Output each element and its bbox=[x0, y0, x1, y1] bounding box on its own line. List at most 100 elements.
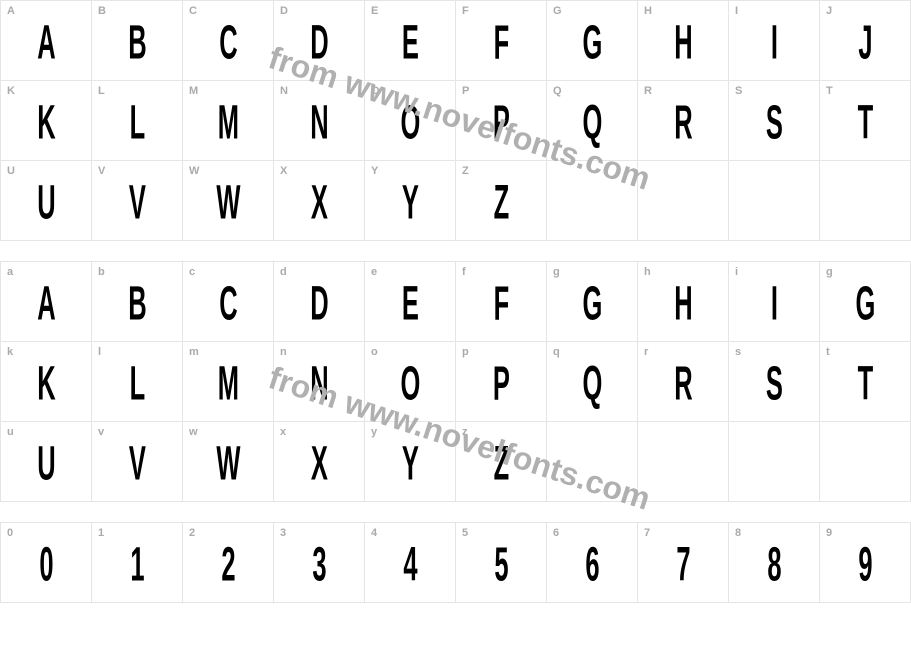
glyph-label: R bbox=[644, 85, 652, 97]
glyph-label: 7 bbox=[644, 527, 650, 539]
glyph-label: A bbox=[7, 5, 15, 17]
glyph-preview: I bbox=[771, 16, 777, 70]
glyph-preview: O bbox=[401, 96, 420, 150]
glyph-preview: N bbox=[310, 357, 328, 411]
glyph-preview: X bbox=[311, 437, 327, 491]
glyph-preview: Q bbox=[583, 357, 602, 411]
glyph-cell: WW bbox=[183, 161, 274, 241]
glyph-preview: X bbox=[311, 176, 327, 230]
glyph-cell: 22 bbox=[183, 523, 274, 603]
glyph-cell: 66 bbox=[547, 523, 638, 603]
glyph-label: G bbox=[553, 5, 562, 17]
glyph-cell: FF bbox=[456, 1, 547, 81]
glyph-label: I bbox=[735, 5, 738, 17]
glyph-label: T bbox=[826, 85, 833, 97]
glyph-label: s bbox=[735, 346, 741, 358]
glyph-label: d bbox=[280, 266, 287, 278]
glyph-cell: RR bbox=[638, 81, 729, 161]
glyph-label: N bbox=[280, 85, 288, 97]
glyph-label: D bbox=[280, 5, 288, 17]
glyph-preview: 9 bbox=[858, 538, 871, 592]
glyph-cell: iI bbox=[729, 262, 820, 342]
grid-uppercase: AABBCCDDEEFFGGHHIIJJKKLLMMNNOOPPQQRRSSTT… bbox=[0, 0, 911, 241]
glyph-label: O bbox=[371, 85, 380, 97]
glyph-preview: V bbox=[129, 176, 145, 230]
glyph-cell: oO bbox=[365, 342, 456, 422]
glyph-cell: NN bbox=[274, 81, 365, 161]
glyph-label: k bbox=[7, 346, 13, 358]
glyph-label: Q bbox=[553, 85, 562, 97]
glyph-label: B bbox=[98, 5, 106, 17]
glyph-preview: B bbox=[128, 277, 146, 331]
glyph-label: b bbox=[98, 266, 105, 278]
glyph-cell: hH bbox=[638, 262, 729, 342]
glyph-cell: dD bbox=[274, 262, 365, 342]
glyph-cell: 00 bbox=[1, 523, 92, 603]
glyph-cell bbox=[820, 161, 911, 241]
glyph-cell: QQ bbox=[547, 81, 638, 161]
glyph-label: 4 bbox=[371, 527, 377, 539]
glyph-label: P bbox=[462, 85, 469, 97]
glyph-cell: lL bbox=[92, 342, 183, 422]
glyph-cell: sS bbox=[729, 342, 820, 422]
glyph-preview: R bbox=[674, 357, 692, 411]
glyph-label: g bbox=[826, 266, 833, 278]
glyph-cell: nN bbox=[274, 342, 365, 422]
glyph-label: Y bbox=[371, 165, 378, 177]
glyph-label: y bbox=[371, 426, 377, 438]
glyph-preview: C bbox=[219, 277, 237, 331]
glyph-preview: K bbox=[37, 96, 55, 150]
glyph-cell bbox=[820, 422, 911, 502]
glyph-cell: 11 bbox=[92, 523, 183, 603]
glyph-label: t bbox=[826, 346, 830, 358]
glyph-preview: O bbox=[401, 357, 420, 411]
glyph-preview: 6 bbox=[585, 538, 598, 592]
glyph-label: 2 bbox=[189, 527, 195, 539]
glyph-preview: 0 bbox=[39, 538, 52, 592]
glyph-label: c bbox=[189, 266, 195, 278]
glyph-cell: uU bbox=[1, 422, 92, 502]
glyph-label: i bbox=[735, 266, 738, 278]
font-chart-container: AABBCCDDEEFFGGHHIIJJKKLLMMNNOOPPQQRRSSTT… bbox=[0, 0, 911, 603]
glyph-cell: CC bbox=[183, 1, 274, 81]
glyph-cell: kK bbox=[1, 342, 92, 422]
glyph-preview: 7 bbox=[676, 538, 689, 592]
glyph-preview: V bbox=[129, 437, 145, 491]
glyph-preview: S bbox=[766, 96, 782, 150]
glyph-label: p bbox=[462, 346, 469, 358]
glyph-label: a bbox=[7, 266, 13, 278]
glyph-label: q bbox=[553, 346, 560, 358]
glyph-preview: D bbox=[310, 16, 328, 70]
glyph-preview: F bbox=[494, 277, 509, 331]
glyph-cell: 88 bbox=[729, 523, 820, 603]
glyph-label: l bbox=[98, 346, 101, 358]
glyph-label: S bbox=[735, 85, 742, 97]
glyph-label: 3 bbox=[280, 527, 286, 539]
glyph-preview: R bbox=[674, 96, 692, 150]
glyph-cell: aA bbox=[1, 262, 92, 342]
glyph-preview: A bbox=[37, 16, 55, 70]
glyph-label: F bbox=[462, 5, 469, 17]
glyph-preview: G bbox=[583, 277, 602, 331]
glyph-label: K bbox=[7, 85, 15, 97]
glyph-cell: bB bbox=[92, 262, 183, 342]
glyph-cell bbox=[638, 161, 729, 241]
glyph-preview: U bbox=[37, 176, 55, 230]
glyph-preview: C bbox=[219, 16, 237, 70]
glyph-cell: gG bbox=[547, 262, 638, 342]
glyph-cell bbox=[729, 422, 820, 502]
glyph-label: g bbox=[553, 266, 560, 278]
glyph-label: 5 bbox=[462, 527, 468, 539]
glyph-label: w bbox=[189, 426, 198, 438]
glyph-preview: 2 bbox=[221, 538, 234, 592]
glyph-label: 6 bbox=[553, 527, 559, 539]
glyph-preview: Z bbox=[494, 437, 509, 491]
glyph-cell bbox=[729, 161, 820, 241]
glyph-label: H bbox=[644, 5, 652, 17]
glyph-cell: EE bbox=[365, 1, 456, 81]
glyph-preview: 4 bbox=[403, 538, 416, 592]
glyph-label: n bbox=[280, 346, 287, 358]
glyph-cell: UU bbox=[1, 161, 92, 241]
glyph-cell bbox=[638, 422, 729, 502]
glyph-label: W bbox=[189, 165, 199, 177]
